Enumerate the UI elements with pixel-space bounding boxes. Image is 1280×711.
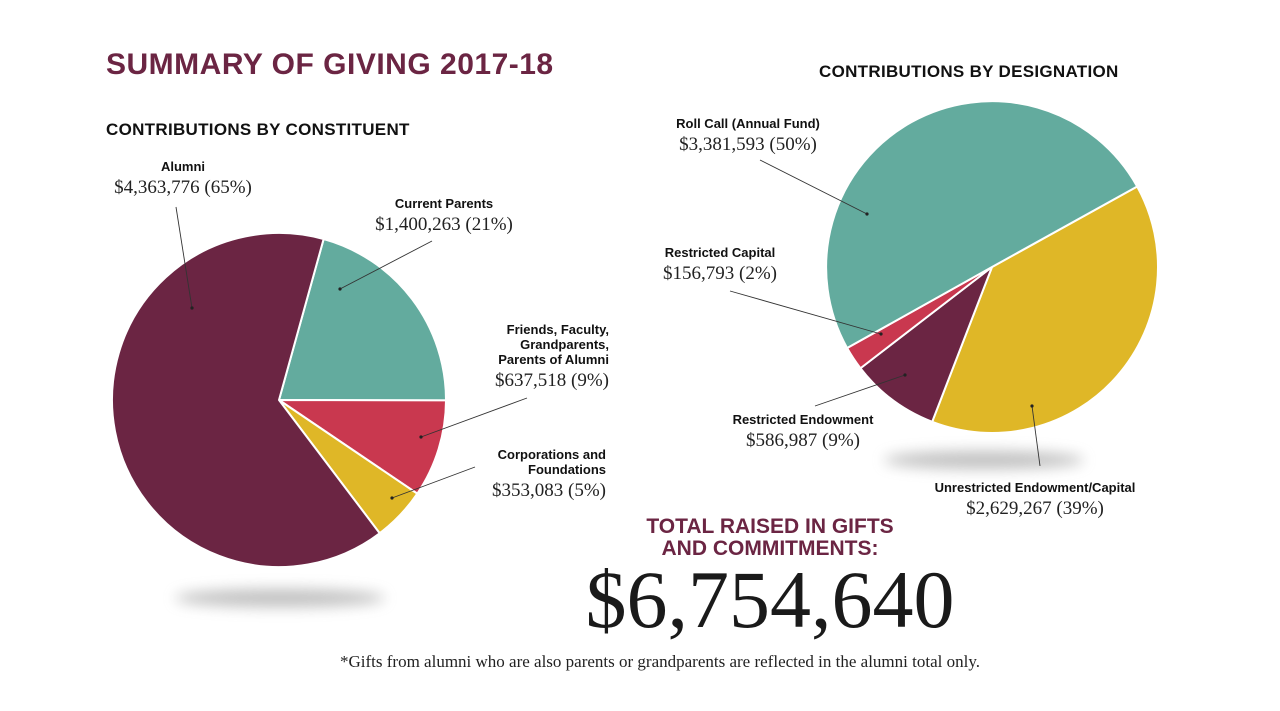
corporations-leader <box>391 466 476 499</box>
friends-label-name-0: Friends, Faculty, <box>507 322 609 337</box>
restricted-endowment-label-name-0: Restricted Endowment <box>733 412 875 427</box>
current-parents-leader-dot <box>338 287 342 291</box>
constituent-slice-0 <box>278 238 448 402</box>
pie2-shadow <box>884 451 1084 469</box>
alumni-label-name-0: Alumni <box>161 159 205 174</box>
roll-call-leader <box>759 159 868 215</box>
designation-slice-0 <box>931 185 1159 434</box>
restricted-endowment-label-value: $586,987 (9%) <box>746 430 860 451</box>
designation-pie <box>825 100 1159 434</box>
friends-leader <box>420 397 528 438</box>
unrestricted-label-name-0: Unrestricted Endowment/Capital <box>935 480 1136 495</box>
friends-label-name-2: Parents of Alumni <box>498 352 609 367</box>
constituent-pie <box>111 232 448 568</box>
footnote: *Gifts from alumni who are also parents … <box>340 652 980 671</box>
restricted-capital-label-name-0: Restricted Capital <box>665 245 776 260</box>
alumni-label-value: $4,363,776 (65%) <box>114 177 252 198</box>
current-parents-label-name-0: Current Parents <box>395 196 493 211</box>
corporations-label-value: $353,083 (5%) <box>492 480 606 501</box>
designation-slice-1 <box>859 266 993 423</box>
pie1-shadow <box>175 589 385 607</box>
constituent-slice-1 <box>278 399 447 495</box>
restricted-endowment-leader <box>814 374 906 407</box>
total-label-line1: TOTAL RAISED IN GIFTS <box>646 515 894 538</box>
unrestricted-leader-dot <box>1030 404 1034 408</box>
designation-slice-3 <box>825 100 1139 350</box>
restricted-endowment-leader-dot <box>903 373 907 377</box>
designation-chart-title: CONTRIBUTIONS BY DESIGNATION <box>819 62 1119 81</box>
leader-lines <box>175 159 1041 500</box>
restricted-capital-leader <box>729 290 882 335</box>
roll-call-label-name-0: Roll Call (Annual Fund) <box>676 116 820 131</box>
friends-label-value: $637,518 (9%) <box>495 370 609 391</box>
restricted-capital-label-value: $156,793 (2%) <box>663 263 777 284</box>
constituent-slice-3 <box>111 232 381 568</box>
restricted-capital-leader-dot <box>879 332 883 336</box>
slice-labels: Alumni $4,363,776 (65%) Current Parents $1,… <box>114 116 1135 519</box>
alumni-leader-dot <box>190 306 194 310</box>
unrestricted-leader <box>1031 405 1041 467</box>
unrestricted-label-value: $2,629,267 (39%) <box>966 498 1104 519</box>
page-title: SUMMARY OF GIVING 2017-18 <box>106 48 554 81</box>
corporations-label-name-0: Corporations and <box>498 447 606 462</box>
friends-leader-dot <box>419 435 423 439</box>
current-parents-leader <box>339 240 433 290</box>
corporations-leader-dot <box>390 496 394 500</box>
total-label-line2: AND COMMITMENTS: <box>661 537 879 560</box>
roll-call-leader-dot <box>865 212 869 216</box>
alumni-leader <box>175 206 193 309</box>
current-parents-label-value: $1,400,263 (21%) <box>375 214 513 235</box>
total-amount: $6,754,640 <box>585 554 955 645</box>
constituent-chart-title: CONTRIBUTIONS BY CONSTITUENT <box>106 120 410 139</box>
friends-label-name-1: Grandparents, <box>520 337 609 352</box>
corporations-label-name-1: Foundations <box>528 462 606 477</box>
roll-call-label-value: $3,381,593 (50%) <box>679 134 817 155</box>
